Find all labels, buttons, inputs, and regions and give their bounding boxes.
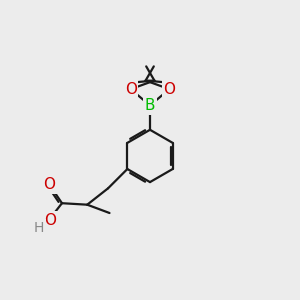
Text: O: O bbox=[44, 177, 56, 192]
Text: O: O bbox=[124, 82, 136, 97]
Text: B: B bbox=[145, 98, 155, 113]
Text: O: O bbox=[164, 82, 175, 97]
Text: H: H bbox=[34, 221, 44, 235]
Text: O: O bbox=[44, 213, 56, 228]
